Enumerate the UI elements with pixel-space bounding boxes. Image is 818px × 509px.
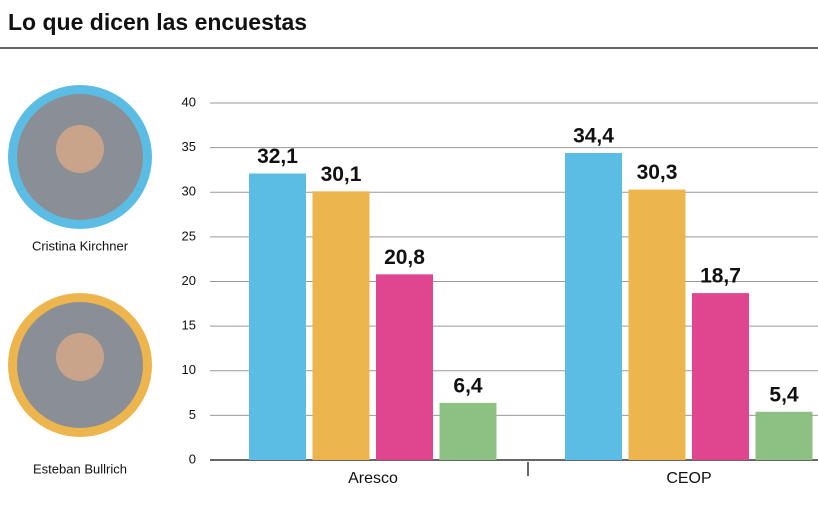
y-tick-label: 0: [189, 451, 196, 466]
bar: [249, 173, 306, 460]
y-tick-label: 20: [182, 273, 196, 288]
bar: [692, 293, 749, 460]
y-tick-label: 10: [182, 362, 196, 377]
y-tick-label: 25: [182, 228, 196, 243]
bar: [565, 152, 622, 461]
value-label: 18,7: [700, 265, 741, 288]
bar: [755, 411, 813, 460]
bar: [439, 402, 497, 460]
x-tick-label: Aresco: [348, 470, 398, 487]
chart-title: Lo que dicen las encuestas: [8, 9, 307, 35]
value-label: 5,4: [769, 383, 799, 406]
value-label: 34,4: [573, 125, 614, 148]
y-tick-label: 30: [182, 184, 196, 199]
bar: [312, 191, 370, 461]
x-tick-label: CEOP: [666, 470, 711, 487]
value-label: 6,4: [453, 374, 483, 397]
value-label: 30,1: [321, 163, 362, 186]
y-tick-label: 40: [182, 94, 196, 109]
portrait-head: [56, 125, 104, 173]
portrait-head: [56, 333, 104, 381]
y-tick-label: 5: [189, 407, 196, 422]
bar: [376, 274, 433, 460]
value-label: 20,8: [384, 246, 425, 269]
value-label: 30,3: [637, 161, 678, 184]
y-tick-label: 15: [182, 318, 196, 333]
y-tick-label: 35: [182, 139, 196, 154]
bar: [628, 189, 686, 460]
value-label: 32,1: [257, 145, 298, 168]
legend-label: Cristina Kirchner: [32, 238, 129, 253]
legend-label: Esteban Bullrich: [33, 461, 127, 476]
